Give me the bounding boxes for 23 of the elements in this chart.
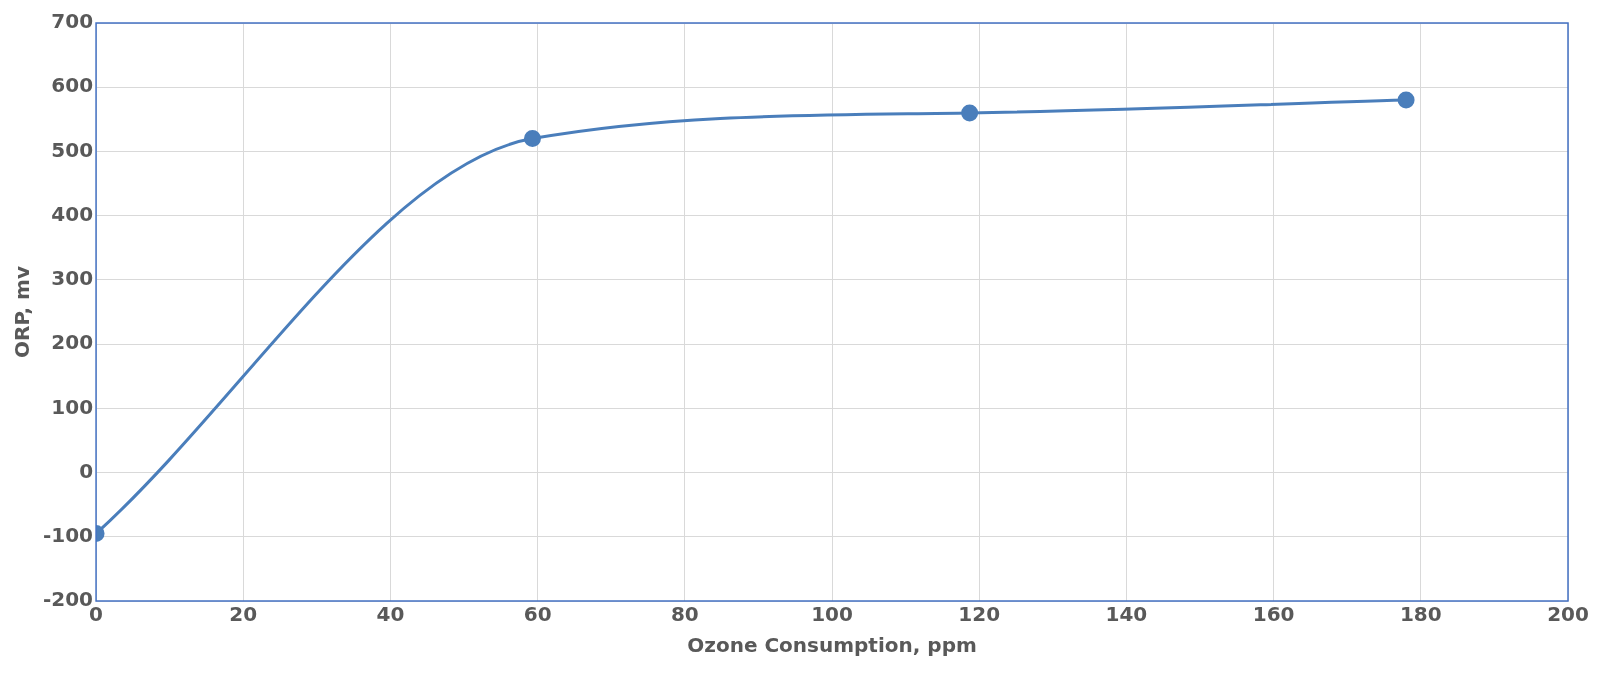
y-tick-label: 400: [51, 201, 94, 226]
x-tick-label: 200: [1547, 602, 1589, 627]
point: [961, 104, 979, 122]
x-tick-label: 20: [229, 602, 258, 627]
x-tick-label: 180: [1399, 602, 1442, 627]
y-tick-label: 600: [51, 73, 94, 98]
y-tick-label: 100: [51, 394, 94, 419]
x-axis-title: Ozone Consumption, ppm: [687, 633, 977, 658]
x-tick-label: 140: [1105, 602, 1148, 627]
y-tick-label: 0: [79, 458, 94, 483]
y-tick-label: 500: [51, 137, 94, 162]
y-tick-label: 300: [51, 266, 94, 291]
x-tick-label: 160: [1252, 602, 1295, 627]
x-tick-label: 80: [670, 602, 699, 627]
x-tick-label: 40: [376, 602, 405, 627]
point: [1397, 91, 1415, 109]
x-tick-label: 120: [958, 602, 1001, 627]
y-axis-title: ORP, mv: [10, 266, 35, 358]
y-tick-label: 700: [51, 9, 94, 34]
y-tick-label: -100: [42, 522, 94, 547]
x-tick-label: 100: [811, 602, 853, 627]
y-tick-label: 200: [51, 330, 94, 355]
x-tick-label: 60: [523, 602, 552, 627]
